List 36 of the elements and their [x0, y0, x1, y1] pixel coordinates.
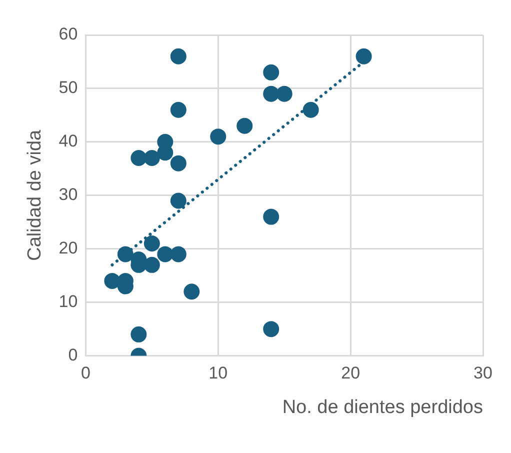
point	[236, 118, 253, 134]
point	[170, 102, 186, 118]
point	[117, 246, 134, 262]
point	[276, 86, 292, 102]
point	[144, 236, 160, 252]
point	[144, 256, 160, 273]
y-tick-label: 20	[58, 238, 78, 258]
x-axis-title: No. de dientes perdidos	[282, 396, 483, 418]
point	[302, 102, 319, 118]
x-tick-label: 0	[80, 364, 90, 383]
point	[130, 150, 147, 166]
y-tick-label: 30	[58, 185, 78, 204]
point	[184, 284, 200, 300]
point	[130, 326, 147, 342]
point	[170, 246, 186, 262]
point	[263, 321, 280, 338]
point	[157, 246, 174, 262]
point	[170, 192, 186, 209]
point	[263, 86, 280, 102]
y-tick-label: 10	[58, 292, 78, 312]
point	[263, 208, 280, 225]
y-axis-title: Calidad de vida	[24, 129, 46, 261]
point	[144, 150, 160, 166]
point	[104, 272, 120, 289]
point	[210, 128, 226, 145]
point	[170, 155, 186, 172]
point	[263, 64, 280, 80]
x-tick-label: 30	[474, 364, 492, 383]
x-tick-label: 20	[341, 364, 360, 383]
y-tick-label: 60	[58, 24, 78, 44]
point	[356, 48, 372, 64]
y-tick-label: 50	[58, 78, 78, 98]
x-tick-label: 10	[208, 364, 228, 383]
point	[170, 48, 186, 64]
y-tick-label: 40	[58, 132, 78, 151]
y-tick-label: 0	[68, 345, 78, 364]
